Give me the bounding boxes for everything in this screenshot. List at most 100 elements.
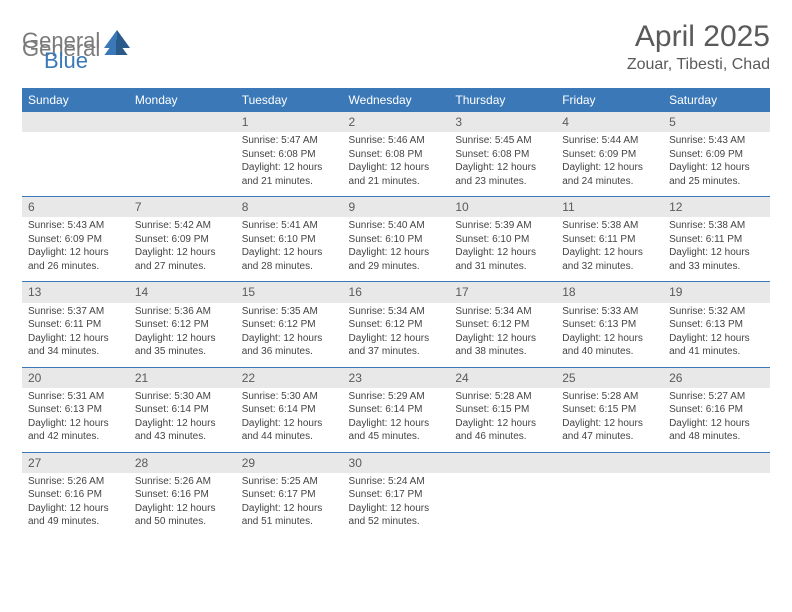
day-number: 6 xyxy=(22,197,129,217)
sunrise-text: Sunrise: 5:30 AM xyxy=(242,390,337,404)
day-header-saturday: Saturday xyxy=(663,89,770,112)
sunrise-text: Sunrise: 5:37 AM xyxy=(28,305,123,319)
day-number-empty xyxy=(129,112,236,132)
day-cell-24: 24Sunrise: 5:28 AMSunset: 6:15 PMDayligh… xyxy=(449,367,556,452)
day-header-tuesday: Tuesday xyxy=(236,89,343,112)
sunrise-text: Sunrise: 5:29 AM xyxy=(349,390,444,404)
sunset-text: Sunset: 6:09 PM xyxy=(669,148,764,162)
day-body: Sunrise: 5:40 AMSunset: 6:10 PMDaylight:… xyxy=(343,217,450,281)
daylight-text: Daylight: 12 hours and 50 minutes. xyxy=(135,502,230,529)
day-header-wednesday: Wednesday xyxy=(343,89,450,112)
day-body: Sunrise: 5:34 AMSunset: 6:12 PMDaylight:… xyxy=(343,303,450,367)
day-body: Sunrise: 5:42 AMSunset: 6:09 PMDaylight:… xyxy=(129,217,236,281)
day-body: Sunrise: 5:28 AMSunset: 6:15 PMDaylight:… xyxy=(449,388,556,452)
sunset-text: Sunset: 6:15 PM xyxy=(562,403,657,417)
daylight-text: Daylight: 12 hours and 37 minutes. xyxy=(349,332,444,359)
sunset-text: Sunset: 6:17 PM xyxy=(349,488,444,502)
day-number: 26 xyxy=(663,368,770,388)
daylight-text: Daylight: 12 hours and 21 minutes. xyxy=(349,161,444,188)
calendar-table: SundayMondayTuesdayWednesdayThursdayFrid… xyxy=(22,88,770,537)
day-number-empty xyxy=(449,453,556,473)
day-body: Sunrise: 5:47 AMSunset: 6:08 PMDaylight:… xyxy=(236,132,343,196)
day-body: Sunrise: 5:24 AMSunset: 6:17 PMDaylight:… xyxy=(343,473,450,537)
day-number: 25 xyxy=(556,368,663,388)
empty-day-cell xyxy=(129,112,236,197)
month-title: April 2025 xyxy=(627,20,770,54)
day-cell-11: 11Sunrise: 5:38 AMSunset: 6:11 PMDayligh… xyxy=(556,197,663,282)
day-number: 1 xyxy=(236,112,343,132)
day-cell-10: 10Sunrise: 5:39 AMSunset: 6:10 PMDayligh… xyxy=(449,197,556,282)
day-cell-19: 19 Sunrise: 5:32 AMSunset: 6:13 PMDayligh… xyxy=(663,282,770,367)
sunset-text: Sunset: 6:10 PM xyxy=(242,233,337,247)
daylight-text: Daylight: 12 hours and 52 minutes. xyxy=(349,502,444,529)
daylight-text: Daylight: 12 hours and 42 minutes. xyxy=(28,417,123,444)
sunrise-text: Sunrise: 5:43 AM xyxy=(28,219,123,233)
day-body: Sunrise: 5:27 AMSunset: 6:16 PMDaylight:… xyxy=(663,388,770,452)
daylight-text: Daylight: 12 hours and 41 minutes. xyxy=(669,332,764,359)
day-body-empty xyxy=(663,473,770,535)
sunrise-text: Sunrise: 5:38 AM xyxy=(669,219,764,233)
sunset-text: Sunset: 6:11 PM xyxy=(669,233,764,247)
sunset-text: Sunset: 6:12 PM xyxy=(455,318,550,332)
day-body: Sunrise: 5:38 AMSunset: 6:11 PMDaylight:… xyxy=(556,217,663,281)
day-header-thursday: Thursday xyxy=(449,89,556,112)
sunrise-text: Sunrise: 5:46 AM xyxy=(349,134,444,148)
day-cell-18: 18Sunrise: 5:33 AMSunset: 6:13 PMDayligh… xyxy=(556,282,663,367)
day-number-empty xyxy=(556,453,663,473)
day-number: 7 xyxy=(129,197,236,217)
day-body: Sunrise: 5:25 AMSunset: 6:17 PMDaylight:… xyxy=(236,473,343,537)
sunrise-text: Sunrise: 5:30 AM xyxy=(135,390,230,404)
day-cell-14: 14Sunrise: 5:36 AMSunset: 6:12 PMDayligh… xyxy=(129,282,236,367)
sunrise-text: Sunrise: 5:36 AM xyxy=(135,305,230,319)
day-cell-2: 2Sunrise: 5:46 AMSunset: 6:08 PMDaylight… xyxy=(343,112,450,197)
week-row: 6Sunrise: 5:43 AMSunset: 6:09 PMDaylight… xyxy=(22,197,770,282)
day-body: Sunrise: 5:31 AMSunset: 6:13 PMDaylight:… xyxy=(22,388,129,452)
sunset-text: Sunset: 6:10 PM xyxy=(455,233,550,247)
day-number: 10 xyxy=(449,197,556,217)
sunset-text: Sunset: 6:13 PM xyxy=(669,318,764,332)
day-number: 23 xyxy=(343,368,450,388)
sunrise-text: Sunrise: 5:28 AM xyxy=(455,390,550,404)
day-body: Sunrise: 5:37 AMSunset: 6:11 PMDaylight:… xyxy=(22,303,129,367)
sunrise-text: Sunrise: 5:32 AM xyxy=(669,305,764,319)
day-number: 24 xyxy=(449,368,556,388)
sunset-text: Sunset: 6:13 PM xyxy=(28,403,123,417)
sunrise-text: Sunrise: 5:26 AM xyxy=(28,475,123,489)
day-number: 19 xyxy=(663,282,770,302)
daylight-text: Daylight: 12 hours and 40 minutes. xyxy=(562,332,657,359)
page-header: General April 2025 Zouar, Tibesti, Chad xyxy=(22,20,770,74)
day-number: 4 xyxy=(556,112,663,132)
day-cell-8: 8Sunrise: 5:41 AMSunset: 6:10 PMDaylight… xyxy=(236,197,343,282)
sunrise-text: Sunrise: 5:26 AM xyxy=(135,475,230,489)
sunrise-text: Sunrise: 5:43 AM xyxy=(669,134,764,148)
daylight-text: Daylight: 12 hours and 24 minutes. xyxy=(562,161,657,188)
daylight-text: Daylight: 12 hours and 23 minutes. xyxy=(455,161,550,188)
day-number: 17 xyxy=(449,282,556,302)
calendar-body: 1Sunrise: 5:47 AMSunset: 6:08 PMDaylight… xyxy=(22,112,770,537)
sunrise-text: Sunrise: 5:27 AM xyxy=(669,390,764,404)
sunrise-text: Sunrise: 5:39 AM xyxy=(455,219,550,233)
sunset-text: Sunset: 6:12 PM xyxy=(242,318,337,332)
daylight-text: Daylight: 12 hours and 45 minutes. xyxy=(349,417,444,444)
day-number-empty xyxy=(663,453,770,473)
day-number: 28 xyxy=(129,453,236,473)
sunset-text: Sunset: 6:14 PM xyxy=(242,403,337,417)
day-body: Sunrise: 5:29 AMSunset: 6:14 PMDaylight:… xyxy=(343,388,450,452)
day-number: 13 xyxy=(22,282,129,302)
title-block: April 2025 Zouar, Tibesti, Chad xyxy=(627,20,770,74)
sunset-text: Sunset: 6:13 PM xyxy=(562,318,657,332)
sunset-text: Sunset: 6:08 PM xyxy=(455,148,550,162)
daylight-text: Daylight: 12 hours and 28 minutes. xyxy=(242,246,337,273)
logo-text-blue: Blue xyxy=(44,48,88,73)
day-header-friday: Friday xyxy=(556,89,663,112)
day-body: Sunrise: 5:43 AMSunset: 6:09 PMDaylight:… xyxy=(22,217,129,281)
day-number: 2 xyxy=(343,112,450,132)
day-body: Sunrise: 5:38 AMSunset: 6:11 PMDaylight:… xyxy=(663,217,770,281)
daylight-text: Daylight: 12 hours and 48 minutes. xyxy=(669,417,764,444)
day-body: Sunrise: 5:46 AMSunset: 6:08 PMDaylight:… xyxy=(343,132,450,196)
day-cell-12: 12Sunrise: 5:38 AMSunset: 6:11 PMDayligh… xyxy=(663,197,770,282)
day-body: Sunrise: 5:43 AMSunset: 6:09 PMDaylight:… xyxy=(663,132,770,196)
day-header-monday: Monday xyxy=(129,89,236,112)
day-number: 16 xyxy=(343,282,450,302)
day-cell-9: 9Sunrise: 5:40 AMSunset: 6:10 PMDaylight… xyxy=(343,197,450,282)
